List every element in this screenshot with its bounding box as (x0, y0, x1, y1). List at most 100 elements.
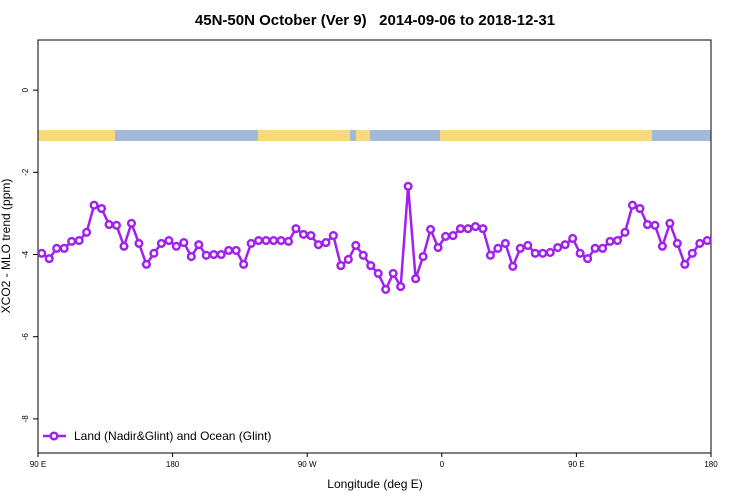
point (336, 261, 346, 271)
point (657, 241, 667, 251)
point (216, 249, 226, 260)
point (321, 238, 331, 248)
point (650, 220, 660, 230)
point (515, 243, 525, 253)
chart-title: 45N-50N October (Ver 9) 2014-09-06 to 20… (195, 12, 555, 29)
point (598, 243, 608, 253)
point (141, 259, 151, 269)
point (134, 238, 144, 248)
point (530, 248, 540, 258)
point (672, 238, 682, 248)
point (612, 235, 623, 246)
point (545, 247, 555, 258)
point (97, 203, 107, 214)
legend-marker (49, 431, 59, 441)
point (239, 259, 249, 269)
land (258, 130, 350, 141)
point (470, 222, 481, 232)
point (276, 235, 286, 246)
point (553, 242, 563, 253)
x-tick-label: 90 E (568, 460, 584, 469)
plot-frame (37, 39, 712, 454)
point (313, 240, 323, 250)
point (231, 245, 241, 255)
point (485, 250, 495, 260)
y-tick-label: -4 (21, 250, 30, 258)
ocean (38, 130, 711, 141)
point (560, 240, 570, 250)
point (627, 200, 638, 210)
point (575, 248, 585, 258)
land (356, 130, 370, 141)
point (702, 235, 712, 246)
point (433, 242, 443, 253)
land-ocean-strip (38, 130, 711, 141)
y-axis-label: XCO2 - MLO trend (ppm) (0, 179, 13, 314)
point (209, 249, 219, 260)
point (291, 224, 301, 234)
point (37, 248, 47, 258)
point (538, 248, 548, 258)
y-tick-label: -2 (21, 168, 30, 176)
point (440, 231, 451, 241)
y-tick-label: -8 (21, 415, 30, 423)
point (687, 248, 697, 258)
point (665, 218, 675, 228)
point (171, 241, 181, 251)
point (590, 243, 600, 253)
point (366, 261, 376, 271)
x-tick-label: 90 W (298, 460, 317, 469)
x-tick-label: 0 (440, 460, 445, 469)
x-tick-label: 90 E (30, 460, 46, 469)
point (403, 181, 413, 191)
point (74, 235, 84, 246)
point (156, 238, 166, 248)
point (500, 238, 510, 248)
point (82, 227, 92, 237)
point (426, 224, 436, 234)
point (568, 233, 578, 244)
point (343, 254, 353, 264)
point (186, 252, 196, 262)
point (179, 238, 189, 248)
point (411, 274, 421, 284)
point (493, 243, 503, 253)
point (44, 254, 54, 264)
point (283, 236, 294, 246)
point (620, 227, 630, 237)
point (478, 224, 488, 234)
point (680, 259, 690, 269)
point (463, 224, 473, 234)
point (126, 218, 137, 228)
point (194, 240, 204, 250)
point (104, 219, 114, 230)
point (605, 236, 615, 246)
x-tick-label: 180 (166, 460, 180, 469)
point (254, 235, 264, 246)
point (201, 250, 211, 260)
point (164, 235, 174, 246)
point (111, 220, 122, 230)
point (224, 245, 234, 255)
point (523, 240, 533, 251)
point (455, 224, 466, 234)
land (440, 130, 652, 141)
point (373, 268, 383, 278)
point (418, 252, 428, 262)
point (306, 231, 316, 241)
point (381, 284, 391, 294)
point (642, 219, 652, 230)
point (89, 200, 99, 210)
point (261, 235, 271, 246)
point (246, 238, 256, 248)
point (448, 231, 458, 241)
x-tick-label: 180 (704, 460, 718, 469)
point (351, 240, 361, 251)
point (695, 238, 705, 248)
legend-label: Land (Nadir&Glint) and Ocean (Glint) (74, 429, 271, 443)
x-axis-label: Longitude (deg E) (327, 477, 422, 491)
point (358, 250, 368, 260)
point (635, 203, 645, 214)
land (38, 130, 115, 141)
